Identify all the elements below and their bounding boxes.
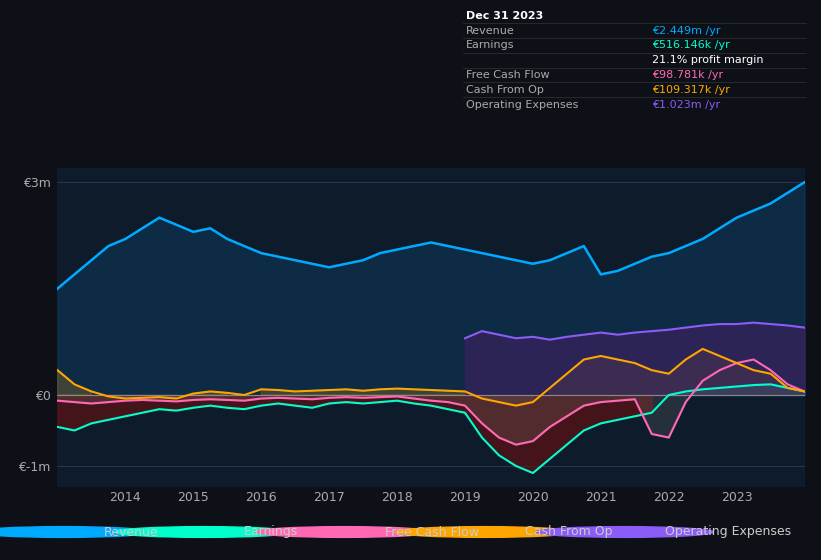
Text: €516.146k /yr: €516.146k /yr: [652, 40, 730, 50]
Text: Cash From Op: Cash From Op: [525, 525, 612, 539]
Circle shape: [536, 526, 713, 538]
Circle shape: [115, 526, 292, 538]
Circle shape: [396, 526, 573, 538]
Text: Free Cash Flow: Free Cash Flow: [385, 525, 479, 539]
Text: Operating Expenses: Operating Expenses: [666, 525, 791, 539]
Text: Free Cash Flow: Free Cash Flow: [466, 70, 550, 80]
Text: Earnings: Earnings: [245, 525, 299, 539]
Text: Dec 31 2023: Dec 31 2023: [466, 11, 544, 21]
Text: Operating Expenses: Operating Expenses: [466, 100, 579, 110]
Text: €98.781k /yr: €98.781k /yr: [652, 70, 723, 80]
Text: €1.023m /yr: €1.023m /yr: [652, 100, 720, 110]
Text: 21.1% profit margin: 21.1% profit margin: [652, 55, 764, 65]
Text: Cash From Op: Cash From Op: [466, 85, 544, 95]
Text: Revenue: Revenue: [103, 525, 158, 539]
Text: Earnings: Earnings: [466, 40, 515, 50]
Circle shape: [255, 526, 433, 538]
Text: €109.317k /yr: €109.317k /yr: [652, 85, 730, 95]
Circle shape: [0, 526, 152, 538]
Text: €2.449m /yr: €2.449m /yr: [652, 26, 721, 36]
Text: Revenue: Revenue: [466, 26, 515, 36]
